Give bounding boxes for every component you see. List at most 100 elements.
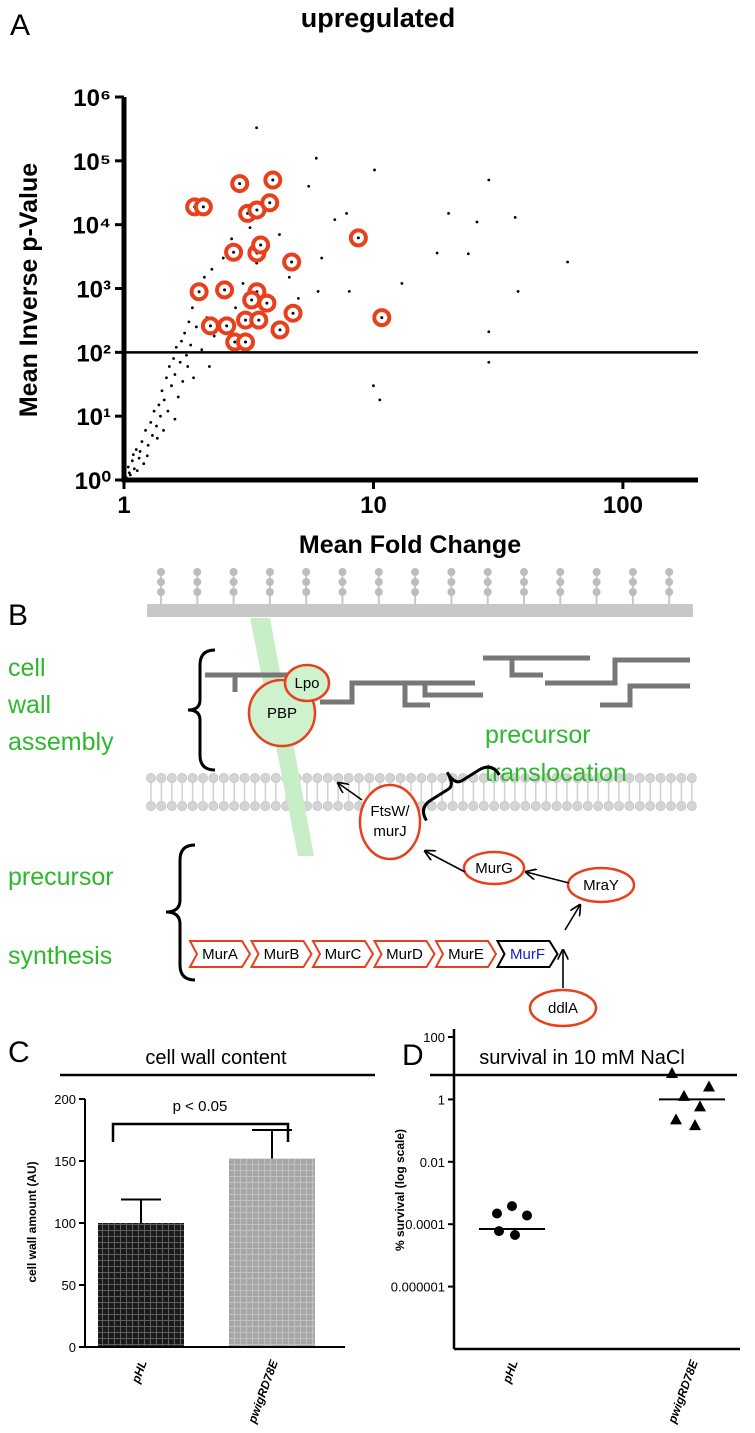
node-label: PBP: [267, 705, 297, 722]
y-tick-label: 0.000001: [391, 1280, 445, 1295]
pg-strand: [422, 683, 483, 698]
panel-label: A: [10, 9, 30, 42]
lipid-head: [520, 773, 531, 783]
lipid-head: [666, 773, 676, 783]
lipid-head: [166, 801, 177, 811]
point: [137, 456, 141, 460]
lipid-head: [530, 801, 541, 811]
lipid-head: [364, 773, 375, 783]
point: [152, 409, 156, 413]
lipid-head: [411, 578, 420, 586]
node-label: MraY: [583, 877, 619, 894]
point: [307, 184, 311, 188]
gene-label: MurC: [325, 946, 362, 963]
y-tick-label: 10⁶: [73, 85, 111, 112]
gene-label: MurA: [202, 946, 238, 963]
lipid-head: [156, 801, 167, 811]
annotation: p < 0.05: [173, 1098, 228, 1115]
x-tick-label: 100: [603, 492, 643, 519]
point: [694, 1100, 706, 1112]
lipid-head: [411, 588, 420, 596]
gene-arrow: [249, 940, 313, 968]
point: [487, 360, 491, 364]
pg-strand: [483, 655, 690, 686]
x-tick-label: pHL: [128, 1358, 149, 1386]
y-tick-label: 10⁴: [72, 213, 111, 240]
murg-node: [462, 850, 526, 886]
lipid-head: [489, 773, 500, 783]
lipid-head: [628, 568, 637, 576]
x-tick-label: pHL: [499, 1358, 520, 1386]
point: [128, 473, 132, 477]
ring-center: [290, 260, 294, 264]
lipid-head: [177, 773, 188, 783]
lipid-head: [530, 773, 541, 783]
lipid-head: [265, 588, 274, 596]
lipid-head: [229, 801, 240, 811]
ring-center: [257, 318, 261, 322]
panel-label: B: [8, 599, 28, 632]
lipid-head: [592, 568, 601, 576]
point: [140, 440, 144, 443]
point: [126, 465, 130, 469]
lipid-head: [177, 801, 188, 811]
ring-center: [291, 311, 295, 315]
lipid-head: [270, 773, 281, 783]
lipid-head: [322, 801, 333, 811]
ring-center: [356, 236, 360, 240]
point: [316, 290, 320, 293]
bar-texture: [229, 1158, 315, 1347]
point: [522, 1210, 532, 1221]
lipid-head: [572, 801, 583, 811]
lipid-head: [218, 801, 229, 811]
lipid-head: [582, 773, 593, 783]
y-tick-label: 0.0001: [405, 1217, 445, 1232]
lipid-head: [229, 568, 238, 576]
lipid-head: [146, 773, 156, 783]
lipid-head: [592, 588, 601, 596]
label-text: precursor: [8, 863, 114, 891]
pg-strand: [205, 672, 300, 692]
lipid-head: [676, 801, 687, 811]
lipid-head: [426, 773, 437, 783]
lipid-head: [312, 773, 323, 783]
lipid-head: [551, 773, 562, 783]
point: [170, 384, 173, 388]
label-text: precursor: [485, 721, 591, 749]
lipid-head: [614, 801, 624, 811]
point: [378, 398, 382, 402]
label-text: translocation: [485, 759, 627, 787]
point: [494, 1226, 504, 1237]
point: [234, 306, 237, 310]
point: [208, 365, 211, 368]
gene-arrow: [372, 940, 436, 968]
ring-center: [271, 178, 275, 182]
lipid-head: [250, 801, 260, 811]
lipid-head: [193, 568, 202, 576]
lipid-head: [665, 588, 674, 596]
lipid-head: [562, 801, 572, 811]
ring-center: [201, 205, 205, 209]
peptidoglycan: [205, 655, 690, 708]
point: [144, 428, 147, 432]
lipid-head: [374, 588, 383, 596]
point: [202, 275, 206, 279]
point: [447, 212, 450, 215]
point: [185, 353, 188, 357]
node-label: murJ: [373, 823, 406, 840]
label-text: cell: [8, 654, 46, 682]
point: [200, 348, 204, 352]
lipid-head: [374, 773, 385, 783]
y-axis-label: % survival (log scale): [393, 1129, 407, 1251]
lipid-head: [338, 588, 347, 596]
gene-label: MurB: [264, 946, 300, 963]
lipid-head: [541, 773, 552, 783]
lipid-head: [562, 773, 572, 783]
lipid-head: [634, 773, 645, 783]
point: [166, 409, 170, 413]
node-label: FtsW/: [370, 803, 410, 820]
lipid-head: [634, 801, 645, 811]
point: [221, 256, 225, 260]
lipid-head: [520, 801, 531, 811]
lipid-head: [302, 588, 311, 596]
